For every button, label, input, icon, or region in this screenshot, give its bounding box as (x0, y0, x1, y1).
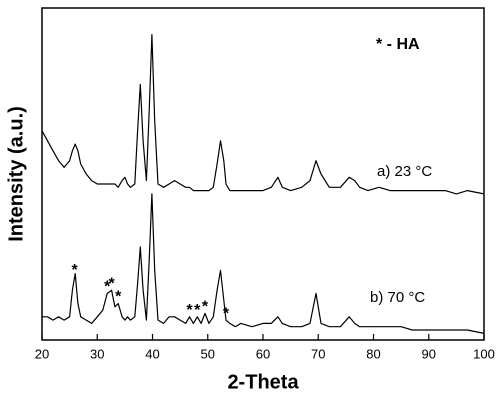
peak-marker: * (115, 289, 122, 306)
series-label: b) 70 °C (370, 289, 425, 306)
peak-marker: * (202, 299, 209, 316)
x-tick-label: 90 (422, 346, 436, 361)
x-axis-title: 2-Theta (227, 371, 299, 393)
x-tick-label: 100 (473, 346, 495, 361)
legend-note: * - HA (376, 36, 420, 53)
peak-marker: * (186, 302, 193, 319)
peak-marker: * (194, 302, 201, 319)
y-axis-title: Intensity (a.u.) (5, 106, 27, 242)
x-tick-label: 50 (201, 346, 215, 361)
peak-marker: * (223, 305, 230, 322)
series-line (41, 34, 485, 195)
series-line (42, 193, 485, 334)
peak-marker: * (108, 275, 115, 292)
x-tick-label: 40 (145, 346, 159, 361)
x-tick-label: 80 (366, 346, 380, 361)
series-label: a) 23 °C (377, 163, 432, 180)
peak-marker: * (104, 279, 111, 296)
x-tick-label: 70 (311, 346, 325, 361)
peak-marker: * (71, 262, 78, 279)
x-tick-label: 30 (90, 346, 104, 361)
x-tick-label: 20 (35, 346, 49, 361)
x-tick-label: 60 (256, 346, 270, 361)
